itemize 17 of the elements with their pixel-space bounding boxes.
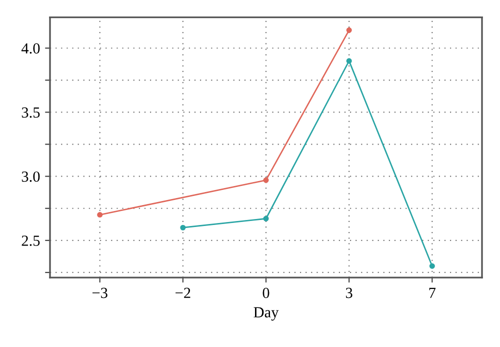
point xyxy=(263,216,269,222)
x-tick-label: −2 xyxy=(176,288,190,298)
point xyxy=(97,212,103,218)
x-tick-label: 3 xyxy=(346,288,352,298)
y-tick-label: 3.5 xyxy=(22,107,40,118)
y-tick-label: 2.5 xyxy=(22,236,40,246)
point xyxy=(346,27,352,33)
y-tick-label: 3.0 xyxy=(22,171,40,182)
point xyxy=(180,224,186,230)
x-tick-label: 7 xyxy=(429,288,436,298)
x-axis-title: Day xyxy=(254,307,279,321)
point xyxy=(429,263,435,269)
point xyxy=(346,58,352,64)
x-tick-label: 0 xyxy=(262,288,270,298)
y-tick-label: 4.0 xyxy=(21,43,40,54)
point xyxy=(263,177,269,183)
x-tick-label: −3 xyxy=(92,288,108,298)
